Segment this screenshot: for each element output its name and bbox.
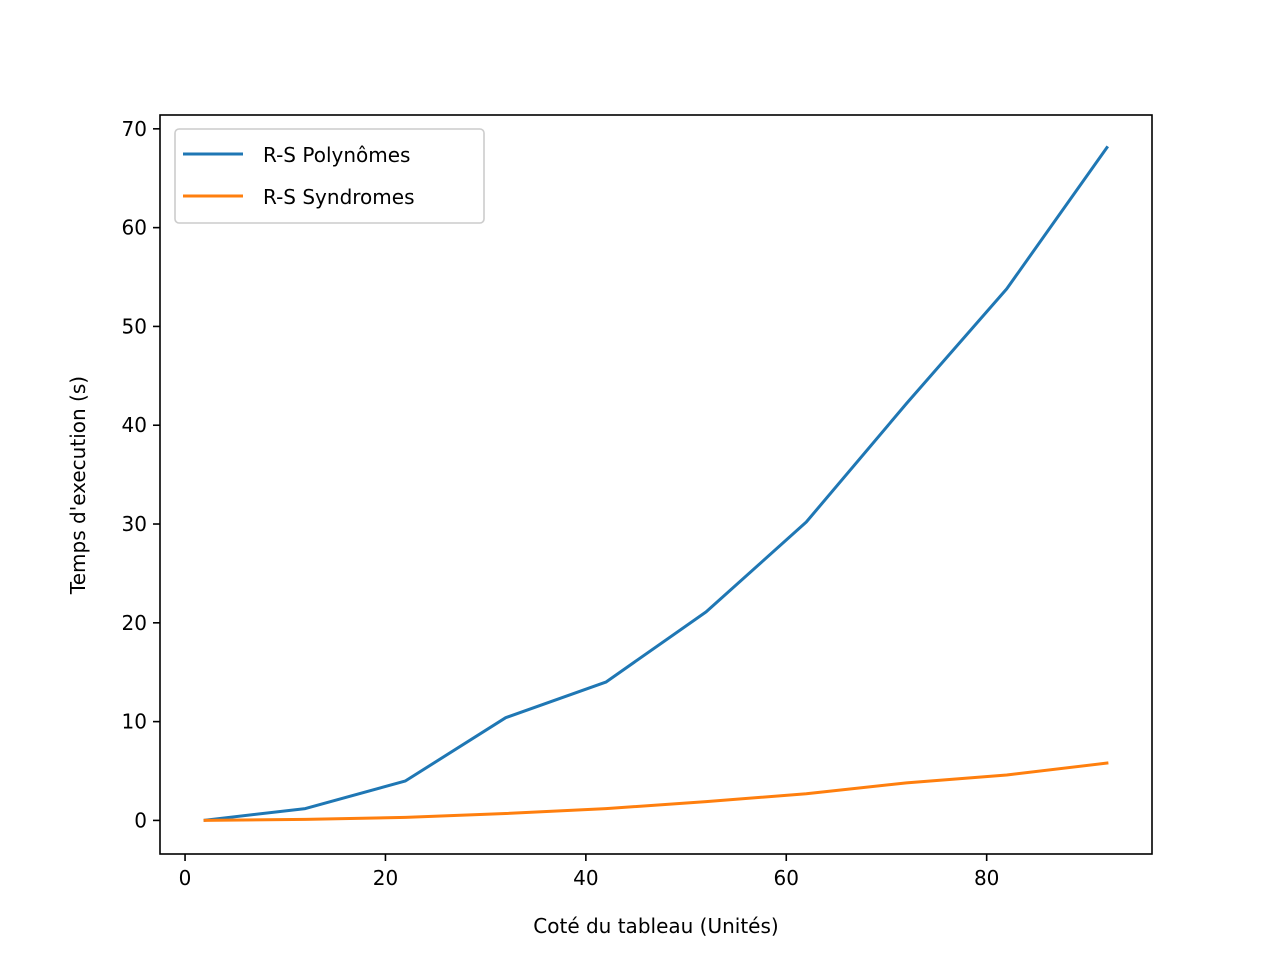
y-tick-label: 0 <box>134 808 147 832</box>
plot-frame <box>159 114 1153 855</box>
y-tick-label: 60 <box>122 216 147 240</box>
x-tick-label: 80 <box>974 866 999 890</box>
y-axis-label: Temps d'execution (s) <box>66 376 90 595</box>
x-axis: 0 20 40 60 80 <box>179 854 999 890</box>
y-tick-label: 40 <box>122 413 147 437</box>
y-tick-label: 50 <box>122 314 147 338</box>
series-layer <box>203 145 1109 822</box>
legend-box <box>174 128 485 224</box>
x-tick-label: 40 <box>573 866 598 890</box>
x-tick-label: 0 <box>179 866 192 890</box>
x-tick-label: 60 <box>774 866 799 890</box>
y-tick-label: 30 <box>122 512 147 536</box>
legend-label-polynomes: R-S Polynômes <box>263 143 410 167</box>
plot-area <box>160 115 1152 854</box>
y-tick-label: 10 <box>122 710 147 734</box>
y-tick-label: 20 <box>122 611 147 635</box>
y-axis: 0 10 20 30 40 50 60 70 <box>122 117 160 832</box>
legend-label-syndromes: R-S Syndromes <box>263 185 414 209</box>
series-line-polynomes <box>203 145 1109 822</box>
x-tick-label: 20 <box>373 866 398 890</box>
series-line-syndromes <box>203 761 1109 822</box>
legend: R-S Polynômes R-S Syndromes <box>174 128 485 224</box>
y-tick-label: 70 <box>122 117 147 141</box>
x-axis-label: Coté du tableau (Unités) <box>533 914 778 938</box>
